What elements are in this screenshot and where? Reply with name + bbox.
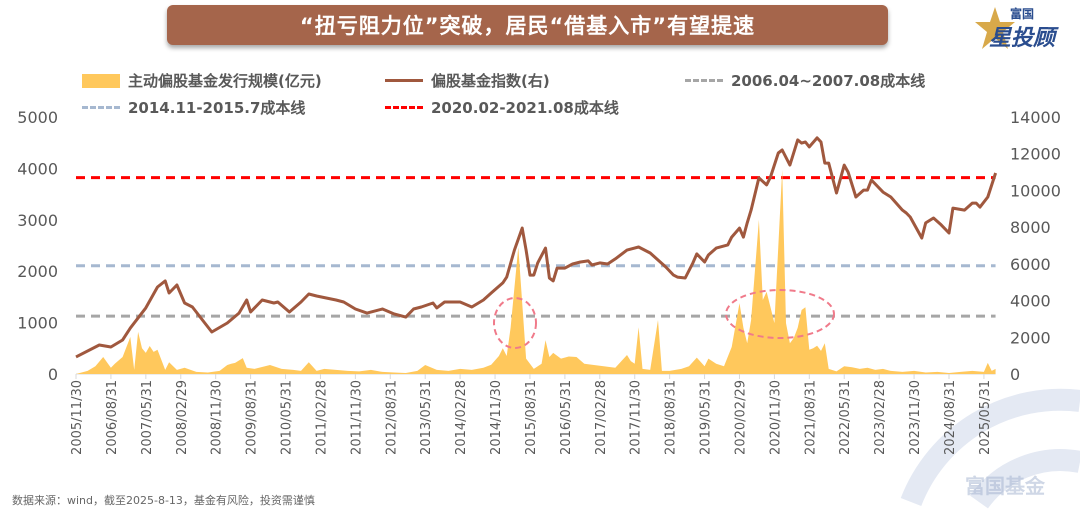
right-tick-label: 8000 [1010, 218, 1051, 237]
highlight-ellipses [493, 289, 835, 349]
right-tick-label: 0 [1010, 365, 1020, 384]
watermark: 富国基金 [965, 474, 1045, 498]
x-tick-label: 2020/02/29 [733, 380, 748, 455]
left-tick-label: 4000 [17, 159, 58, 178]
x-tick-label: 2013/05/31 [419, 380, 434, 455]
legend-swatch-issuance [82, 73, 120, 88]
left-tick-label: 2000 [17, 262, 58, 281]
source-note: 数据来源：wind，截至2025-8-13，基金有风险，投资需谨慎 [12, 494, 315, 507]
legend-cost-2014: 2014.11-2015.7成本线 [82, 97, 305, 118]
x-tick-label: 2017/11/30 [629, 380, 644, 455]
x-tick-label: 2018/08/31 [664, 380, 679, 455]
x-tick-label: 2008/11/30 [210, 380, 225, 455]
logo-line1: 富国 [1010, 7, 1035, 21]
highlight-2020-2021 [725, 289, 835, 339]
x-tick-label: 2005/11/30 [70, 380, 85, 455]
x-tick-label: 2022/05/31 [838, 380, 853, 455]
left-tick-label: 0 [48, 365, 58, 384]
x-tick-label: 2012/08/31 [384, 380, 399, 455]
legend-label: 2020.02-2021.08成本线 [431, 99, 619, 117]
legend-index: 偏股基金指数(右) [385, 70, 550, 91]
x-tick-label: 2006/08/31 [105, 380, 120, 455]
x-tick-label: 2016/05/31 [559, 380, 574, 455]
logo-line2: 星投顾 [989, 26, 1056, 51]
legend-swatch-cost-2006 [685, 79, 723, 82]
legend-cost-2020: 2020.02-2021.08成本线 [385, 97, 619, 118]
x-tick-label: 2011/11/30 [349, 380, 364, 455]
x-tick-label: 2017/02/28 [594, 380, 609, 455]
x-tick-label: 2014/02/28 [454, 380, 469, 455]
x-tick-label: 2023/11/30 [908, 380, 923, 455]
x-tick-label: 2014/11/30 [489, 380, 504, 455]
right-tick-label: 2000 [1010, 328, 1051, 347]
legend-label: 偏股基金指数(右) [431, 72, 550, 90]
legend-swatch-cost-2020 [385, 106, 423, 109]
watermark-arc-outer [900, 388, 1080, 507]
left-tick-label: 1000 [17, 314, 58, 333]
legend-label: 主动偏股基金发行规模(亿元) [128, 72, 322, 90]
highlight-2015 [493, 297, 537, 349]
left-tick-label: 5000 [17, 108, 58, 127]
x-tick-label: 2007/05/31 [140, 380, 155, 455]
watermark-arc-inner [970, 449, 1080, 509]
x-tick-label: 2021/08/31 [803, 380, 818, 455]
page-title: “扭亏阻力位”突破，居民“借基入市”有望提速 [167, 5, 888, 45]
x-tick-label: 2010/05/31 [280, 380, 295, 455]
star-icon [975, 7, 1015, 49]
watermark-arcs [900, 388, 1080, 509]
x-tick-label: 2009/08/31 [245, 380, 260, 455]
right-tick-label: 4000 [1010, 292, 1051, 311]
right-tick-label: 6000 [1010, 255, 1051, 274]
index-line [75, 136, 998, 359]
legend-cost-2006: 2006.04~2007.08成本线 [685, 70, 925, 91]
x-tick-label: 2011/02/28 [314, 380, 329, 455]
x-tick-label: 2024/08/31 [943, 380, 958, 455]
x-tick-label: 2020/11/30 [768, 380, 783, 455]
legend-swatch-index [385, 79, 423, 82]
right-tick-label: 10000 [1010, 181, 1061, 200]
x-tick-label: 2015/08/31 [524, 380, 539, 455]
right-tick-label: 12000 [1010, 145, 1061, 164]
legend-label: 2014.11-2015.7成本线 [128, 99, 306, 117]
legend-label: 2006.04~2007.08成本线 [731, 72, 926, 90]
x-tick-label: 2025/05/31 [978, 380, 993, 455]
x-tick-label: 2019/05/31 [699, 380, 714, 455]
legend-swatch-cost-2014 [82, 106, 120, 109]
x-tick-label: 2023/02/28 [873, 380, 888, 455]
legend-issuance: 主动偏股基金发行规模(亿元) [82, 70, 322, 91]
issuance-area [76, 169, 996, 374]
left-tick-label: 3000 [17, 211, 58, 230]
x-tick-label: 2008/02/29 [175, 380, 190, 455]
right-tick-label: 14000 [1010, 108, 1061, 127]
brand-logo: 富国 星投顾 [975, 5, 1075, 53]
